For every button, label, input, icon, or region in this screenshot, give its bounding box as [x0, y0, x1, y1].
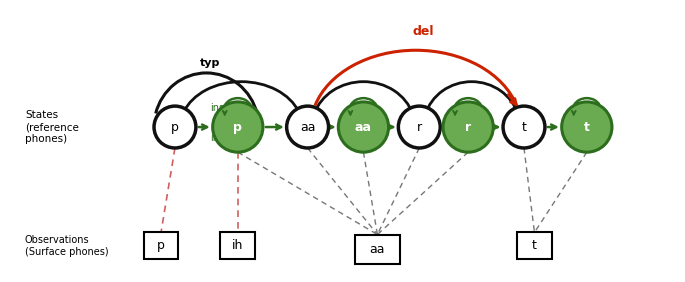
Text: t: t [532, 239, 537, 252]
Text: ins: ins [210, 133, 224, 143]
Bar [517, 232, 552, 259]
Text: p: p [157, 239, 165, 252]
Text: r: r [416, 120, 422, 134]
Text: t: t [521, 120, 527, 134]
Text: aa: aa [370, 243, 385, 256]
Text: t: t [584, 120, 590, 134]
Text: ins: ins [210, 103, 224, 113]
Text: r: r [465, 120, 471, 134]
Text: p: p [171, 120, 179, 134]
Circle shape [154, 106, 196, 148]
Bar [355, 235, 400, 264]
Text: aa: aa [300, 120, 315, 134]
Bar [221, 232, 256, 259]
Circle shape [562, 102, 612, 152]
Circle shape [399, 106, 440, 148]
Text: Observations
(Surface phones): Observations (Surface phones) [25, 235, 108, 257]
Text: typ: typ [200, 58, 220, 68]
Bar [144, 232, 179, 259]
Circle shape [443, 102, 493, 152]
Circle shape [212, 102, 263, 152]
Circle shape [503, 106, 545, 148]
Text: States
(reference
phones): States (reference phones) [25, 111, 79, 144]
Text: aa: aa [355, 120, 372, 134]
Text: ih: ih [232, 239, 243, 252]
Text: p: p [234, 120, 242, 134]
Text: del: del [412, 25, 434, 38]
Circle shape [286, 106, 329, 148]
Circle shape [338, 102, 388, 152]
